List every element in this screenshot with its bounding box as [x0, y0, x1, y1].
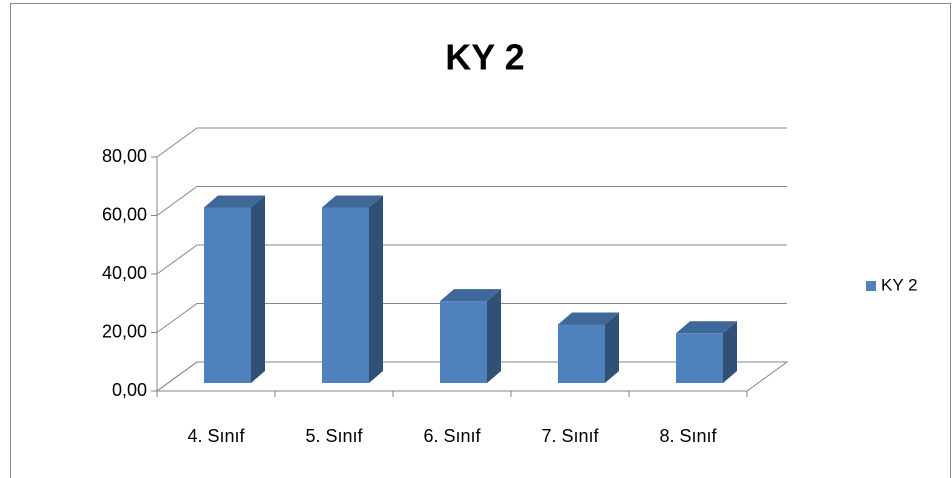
bar-top [676, 321, 737, 334]
grid-line [156, 127, 787, 158]
bar-side [487, 289, 501, 383]
legend-label: KY 2 [881, 275, 918, 294]
grid-line [156, 186, 787, 216]
x-tick-label: 6. Sınıf [423, 426, 481, 446]
x-tick-label: 8. Sınıf [659, 426, 717, 446]
legend-swatch [866, 281, 876, 291]
x-tick-label: 5. Sınıf [305, 426, 363, 446]
x-tick-label: 7. Sınıf [541, 426, 599, 446]
bar [558, 324, 605, 383]
y-tick-label: 40,00 [102, 263, 147, 283]
bar [322, 207, 369, 383]
y-tick-label: 20,00 [102, 321, 147, 341]
bar-top [558, 312, 619, 325]
bar-side [251, 195, 265, 383]
bar [440, 301, 487, 383]
chart-border [10, 3, 951, 478]
bar-side [605, 312, 619, 383]
grid-line [156, 303, 787, 333]
y-tick-label: 80,00 [102, 146, 147, 166]
x-tick-label: 4. Sınıf [187, 426, 245, 446]
bar-top [204, 195, 265, 208]
y-tick-label: 0,00 [112, 380, 147, 400]
y-tick-label: 60,00 [102, 204, 147, 224]
grid-line [156, 244, 787, 275]
bar-top [440, 289, 501, 302]
bar-top [322, 195, 383, 208]
bar [204, 207, 251, 383]
bar [676, 333, 723, 383]
bar-side [723, 321, 737, 383]
chart-title: KY 2 [445, 37, 524, 78]
bar-side [369, 195, 383, 383]
